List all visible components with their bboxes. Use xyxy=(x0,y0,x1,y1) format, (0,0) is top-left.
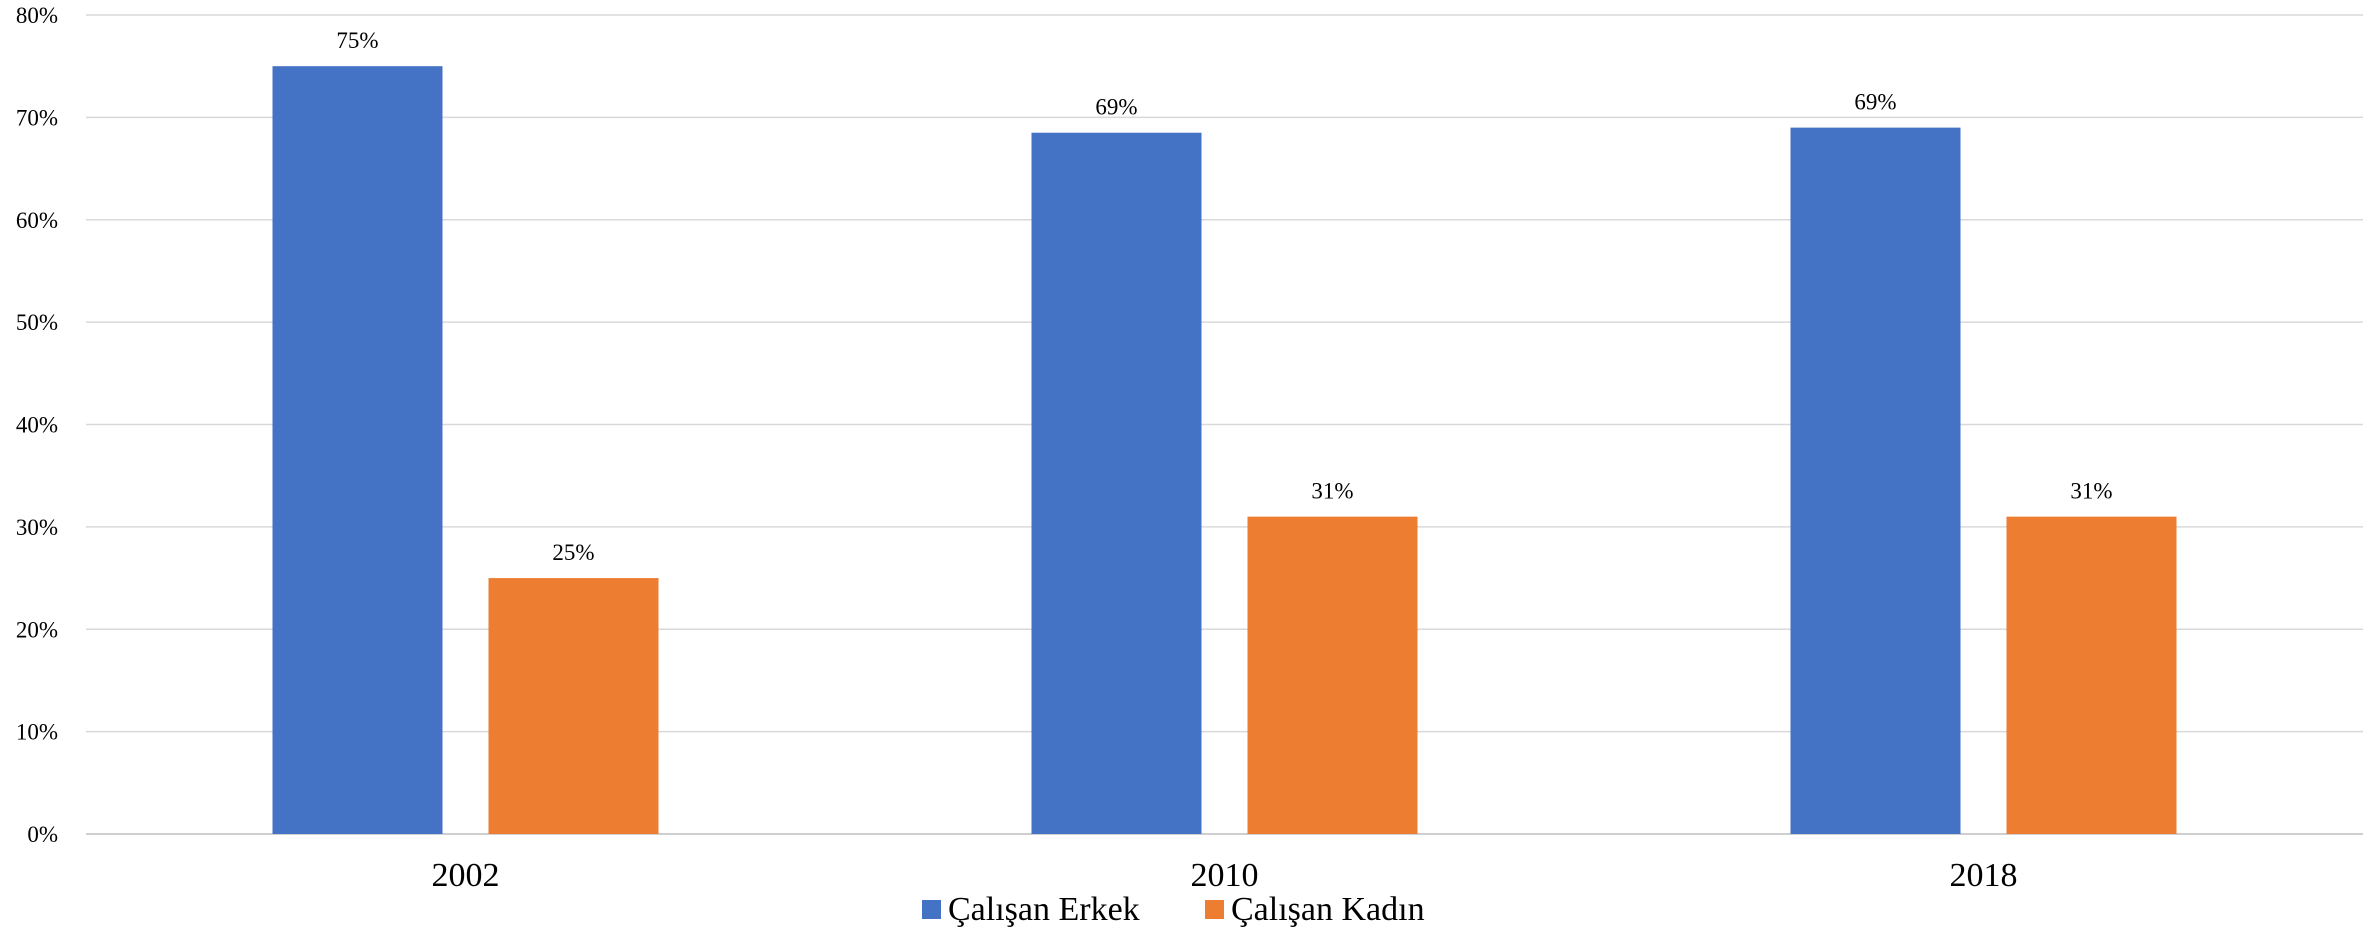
legend-swatch xyxy=(922,900,941,919)
x-category-label: 2002 xyxy=(432,857,500,894)
data-label: 75% xyxy=(336,28,378,53)
bar-2018-series-1 xyxy=(2006,516,2177,834)
y-tick-label: 0% xyxy=(27,822,58,847)
data-label: 69% xyxy=(1095,95,1137,120)
y-tick-label: 40% xyxy=(16,413,58,438)
data-label: 25% xyxy=(552,540,594,565)
legend-swatch xyxy=(1205,900,1224,919)
x-category-label: 2010 xyxy=(1191,857,1259,894)
legend-label: Çalışan Kadın xyxy=(1231,891,1425,928)
y-tick-label: 20% xyxy=(16,617,58,642)
y-tick-label: 10% xyxy=(16,720,58,745)
bar-2002-series-1 xyxy=(488,578,659,834)
gridlines xyxy=(86,14,2363,835)
bar-2018-series-0 xyxy=(1790,127,1961,835)
bar-2010-series-0 xyxy=(1031,132,1202,834)
y-tick-label: 50% xyxy=(16,310,58,335)
data-label: 69% xyxy=(1854,90,1896,115)
data-labels: 75% 25% 69% 31% 69% 31% xyxy=(336,28,2112,565)
y-tick-label: 60% xyxy=(16,208,58,233)
y-axis-ticks: 0% 10% 20% 30% 40% 50% 60% 70% 80% xyxy=(16,3,58,847)
y-tick-label: 80% xyxy=(16,3,58,28)
x-category-label: 2018 xyxy=(1950,857,2018,894)
data-label: 31% xyxy=(1311,479,1353,504)
bars xyxy=(272,66,2177,835)
bar-2002-series-0 xyxy=(272,66,443,834)
bar-2010-series-1 xyxy=(1247,516,1418,834)
y-tick-label: 70% xyxy=(16,105,58,130)
x-axis-categories: 2002 2010 2018 xyxy=(432,857,2018,894)
data-label: 31% xyxy=(2070,479,2112,504)
legend: Çalışan Erkek Çalışan Kadın xyxy=(922,891,1425,928)
y-tick-label: 30% xyxy=(16,515,58,540)
legend-label: Çalışan Erkek xyxy=(948,891,1140,928)
